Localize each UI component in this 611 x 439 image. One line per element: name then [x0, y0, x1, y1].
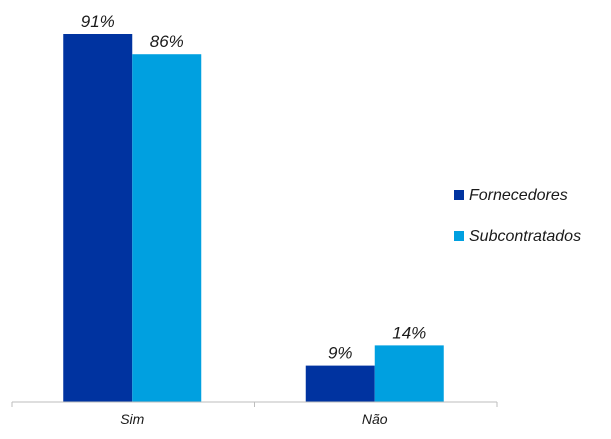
- data-labels: 91% 86% 9% 14%: [81, 12, 427, 363]
- legend-label-subcontratados: Subcontratados: [469, 228, 581, 245]
- data-label-subcontratados-sim: 86%: [150, 32, 184, 51]
- data-label-fornecedores-nao: 9%: [328, 344, 353, 363]
- x-tick-label-nao: Não: [362, 411, 388, 427]
- x-axis: Sim Não: [11, 401, 498, 427]
- data-label-fornecedores-sim: 91%: [81, 12, 115, 31]
- data-label-subcontratados-nao: 14%: [392, 323, 426, 342]
- bar-fornecedores-nao: [305, 365, 375, 402]
- legend-label-fornecedores: Fornecedores: [469, 187, 568, 204]
- legend-swatch-subcontratados: [454, 231, 464, 241]
- x-tick-label-sim: Sim: [120, 411, 144, 427]
- bar-fornecedores-sim: [63, 34, 133, 402]
- legend: Fornecedores Subcontratados: [454, 187, 581, 245]
- bars-layer: [63, 34, 444, 402]
- legend-swatch-fornecedores: [454, 190, 464, 200]
- bar-subcontratados-sim: [132, 54, 202, 402]
- bar-subcontratados-nao: [374, 345, 444, 402]
